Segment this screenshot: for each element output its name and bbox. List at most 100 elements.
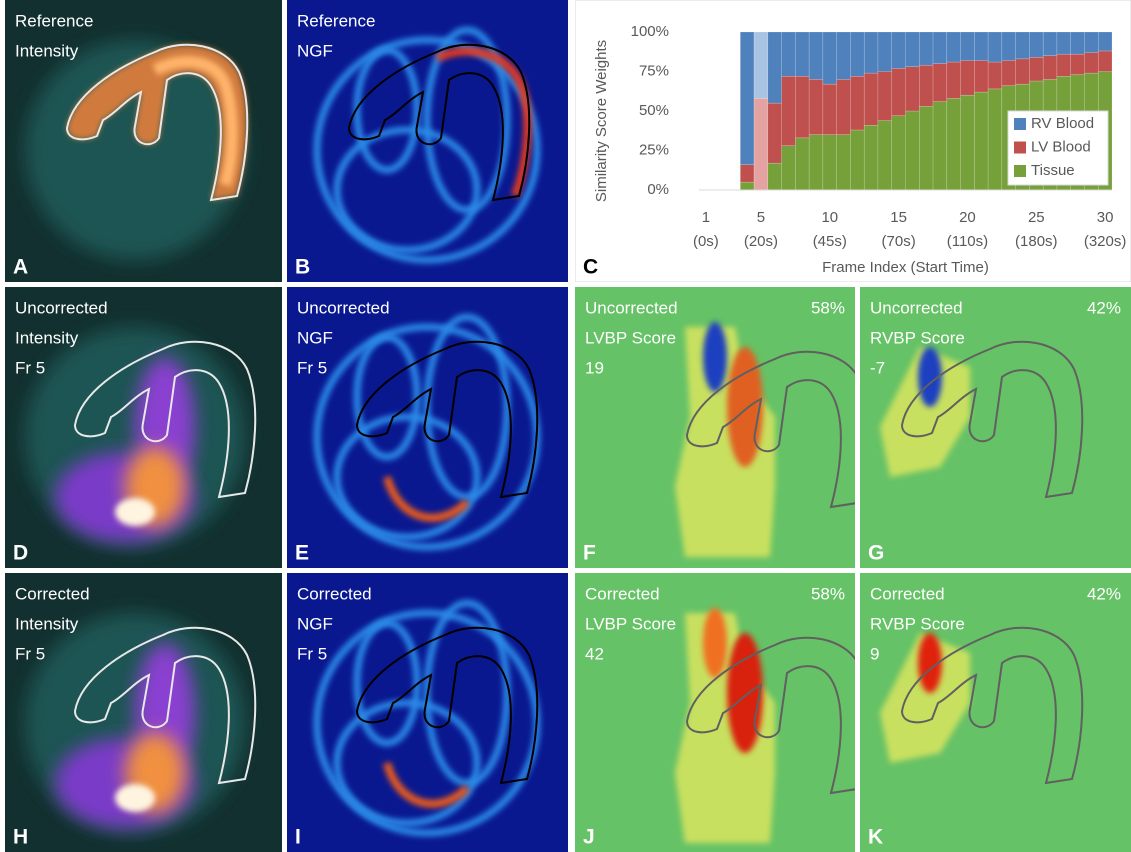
bar-segment <box>1057 32 1071 54</box>
x-tick-label: 5 <box>757 209 765 226</box>
y-tick-label: 25% <box>639 141 669 158</box>
hot-core <box>115 498 155 526</box>
panel-caption: Intensity <box>15 614 79 633</box>
bar-segment <box>795 76 809 138</box>
bar-segment <box>961 95 975 190</box>
bar-segment <box>837 32 851 79</box>
panel-letter: K <box>868 826 883 849</box>
bar-segment <box>864 32 878 73</box>
panel-letter: G <box>868 542 884 565</box>
bar-segment <box>933 32 947 64</box>
panel-caption: Uncorrected <box>15 298 108 317</box>
x-tick-time: (0s) <box>693 233 719 250</box>
panel-caption: Corrected <box>585 584 660 603</box>
bar-segment <box>1084 32 1098 53</box>
panel-caption: Uncorrected <box>297 298 390 317</box>
panel-caption: LVBP Score <box>585 614 676 633</box>
panel-caption: Corrected <box>870 584 945 603</box>
bar-segment <box>1029 57 1043 81</box>
bar-segment <box>795 32 809 76</box>
panel-caption: -7 <box>870 358 885 377</box>
score-high <box>727 633 763 753</box>
bar-segment <box>768 32 782 103</box>
bar-segment <box>919 106 933 190</box>
bar-segment <box>823 32 837 84</box>
panel-caption: Corrected <box>297 584 372 603</box>
figure: ReferenceIntensityAReferenceNGFBCUncorre… <box>0 0 1131 852</box>
x-tick-time: (70s) <box>882 233 916 250</box>
hot-core <box>115 784 155 812</box>
score-high <box>727 347 763 467</box>
panel-letter: D <box>13 542 28 565</box>
bar-segment <box>906 67 920 111</box>
bar-segment <box>974 92 988 190</box>
panel-caption: Corrected <box>15 584 90 603</box>
y-tick-label: 75% <box>639 62 669 79</box>
score-low <box>703 608 727 678</box>
bar-segment <box>947 62 961 98</box>
bar-segment <box>768 103 782 163</box>
panel: Uncorrected Intensity Fr 5 D <box>5 287 282 568</box>
bar-segment <box>988 32 1002 62</box>
bar-segment <box>864 125 878 190</box>
panel-letter: H <box>13 826 28 849</box>
bar-segment <box>740 165 754 182</box>
x-tick-label: 30 <box>1097 209 1114 226</box>
bar-segment <box>961 60 975 95</box>
panel-percent: 42% <box>1087 584 1121 603</box>
x-tick-label: 10 <box>821 209 838 226</box>
bar-segment <box>837 135 851 190</box>
panel-percent: 58% <box>811 584 845 603</box>
panel-percent: 42% <box>1087 298 1121 317</box>
bar-segment <box>1098 32 1112 51</box>
panel-caption: 19 <box>585 358 604 377</box>
panel-caption: Intensity <box>15 328 79 347</box>
bar-segment <box>947 98 961 190</box>
panel-percent: 58% <box>811 298 845 317</box>
legend: RV BloodLV BloodTissue <box>1008 111 1108 185</box>
x-tick-label: 1 <box>702 209 710 226</box>
bar-segment <box>740 182 754 190</box>
bar-segment <box>1029 32 1043 57</box>
bar-segment <box>782 146 796 190</box>
x-tick-time: (110s) <box>947 233 988 250</box>
bar-segment <box>782 32 796 76</box>
panel: CorrectedNGFFr 5I <box>287 573 568 852</box>
legend-label: RV Blood <box>1031 115 1094 132</box>
bar-segment <box>740 32 754 165</box>
bar-segment <box>809 32 823 79</box>
panel-caption: NGF <box>297 41 333 60</box>
y-tick-label: 0% <box>647 181 669 198</box>
bar-segment <box>809 135 823 190</box>
bar-segment <box>878 120 892 190</box>
bar-segment <box>1016 32 1030 59</box>
panel-caption: Fr 5 <box>15 644 45 663</box>
x-tick-label: 25 <box>1028 209 1045 226</box>
bar-segment <box>754 32 768 98</box>
bar-segment <box>974 60 988 92</box>
panel: Corrected Intensity Fr 5 H <box>5 573 282 852</box>
legend-label: Tissue <box>1031 162 1075 179</box>
bar-segment <box>892 32 906 68</box>
panel-letter: A <box>13 256 28 279</box>
panel-caption: NGF <box>297 328 333 347</box>
y-tick-label: 50% <box>639 102 669 119</box>
panel-caption: RVBP Score <box>870 328 965 347</box>
legend-swatch <box>1014 118 1026 130</box>
x-tick-time: (20s) <box>744 233 778 250</box>
panel-letter: F <box>583 542 596 565</box>
x-tick-time: (320s) <box>1084 233 1127 250</box>
panel-caption: 42 <box>585 644 604 663</box>
score-low <box>703 322 727 392</box>
bar-segment <box>1043 32 1057 56</box>
panel-caption: Fr 5 <box>15 358 45 377</box>
panel-letter: E <box>295 542 309 565</box>
panel-letter: J <box>583 826 595 849</box>
bar-segment <box>906 111 920 190</box>
bar-segment <box>1071 32 1085 54</box>
bar-segment <box>809 79 823 134</box>
bar-segment <box>1071 54 1085 75</box>
